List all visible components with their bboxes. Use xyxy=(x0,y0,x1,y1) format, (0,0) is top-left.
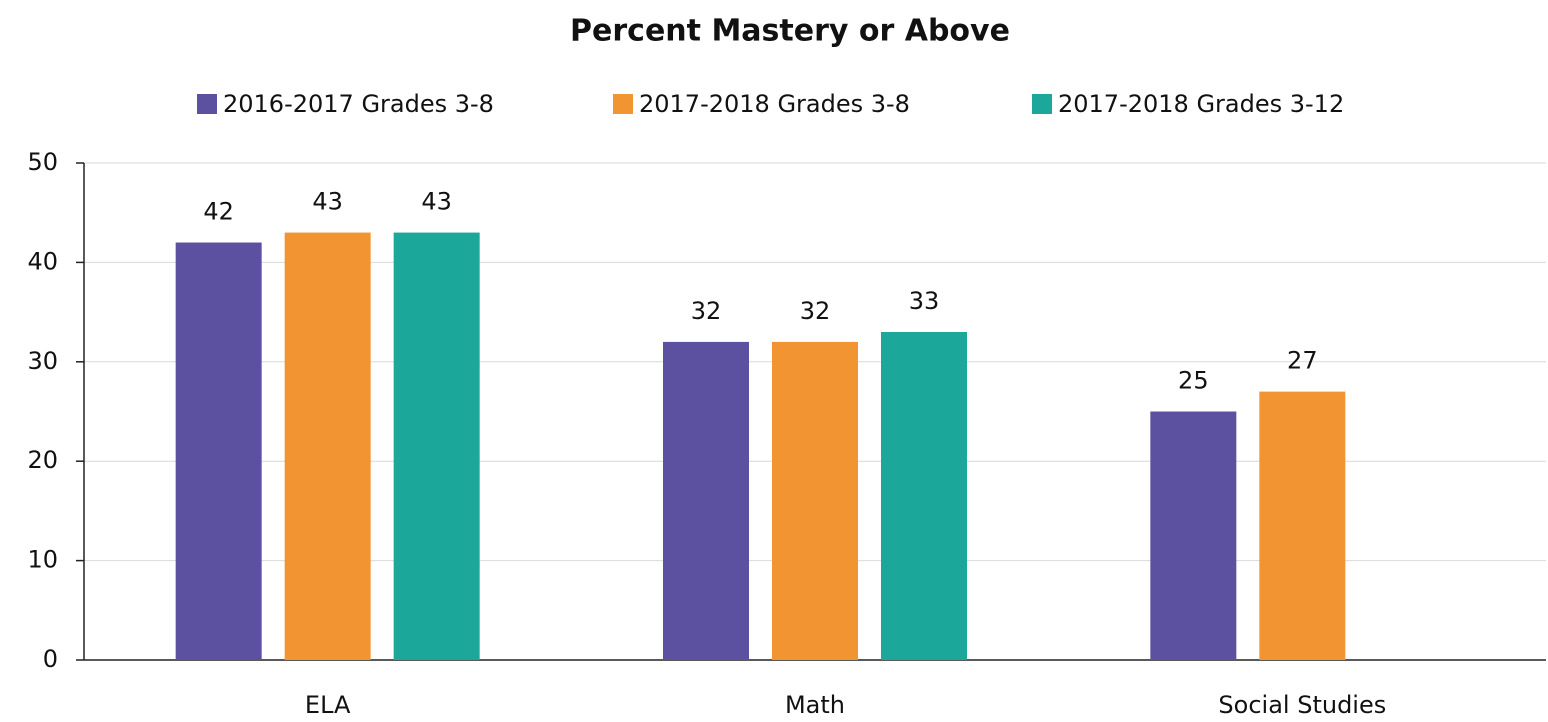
legend-label: 2017-2018 Grades 3-12 xyxy=(1058,90,1344,118)
data-label: 42 xyxy=(203,198,234,226)
data-label: 43 xyxy=(421,188,452,216)
y-tick-label: 30 xyxy=(27,347,58,375)
bar xyxy=(772,341,858,660)
legend-label: 2016-2017 Grades 3-8 xyxy=(223,90,494,118)
legend-swatch xyxy=(613,94,633,114)
data-label: 32 xyxy=(691,297,722,325)
x-tick-label: Math xyxy=(785,691,845,719)
legend-swatch xyxy=(197,94,217,114)
y-tick-label: 0 xyxy=(43,645,58,673)
bar xyxy=(1150,411,1237,660)
bar xyxy=(284,232,371,660)
legend-swatch xyxy=(1032,94,1052,114)
legend-label: 2017-2018 Grades 3-8 xyxy=(639,90,910,118)
x-tick-label: ELA xyxy=(305,691,351,719)
data-label: 43 xyxy=(312,188,343,216)
chart-title: Percent Mastery or Above xyxy=(570,14,1010,49)
bar xyxy=(175,242,262,660)
y-tick-label: 20 xyxy=(27,446,58,474)
data-label: 27 xyxy=(1287,347,1318,375)
bar xyxy=(393,232,480,660)
data-label: 32 xyxy=(800,297,831,325)
bar xyxy=(1259,391,1346,660)
bar xyxy=(663,341,749,660)
data-label: 25 xyxy=(1178,367,1209,395)
bar xyxy=(881,331,967,660)
y-tick-label: 40 xyxy=(27,247,58,275)
data-label: 33 xyxy=(909,287,940,315)
x-tick-label: Social Studies xyxy=(1218,691,1386,719)
y-tick-label: 10 xyxy=(27,546,58,574)
y-tick-label: 50 xyxy=(27,148,58,176)
